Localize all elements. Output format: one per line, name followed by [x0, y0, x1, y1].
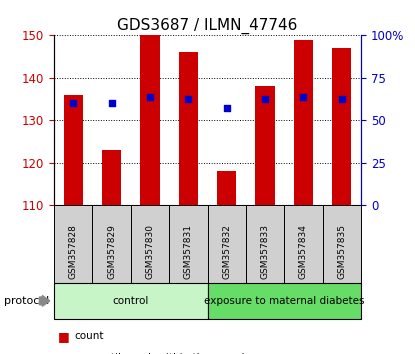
Point [300, 94, 307, 100]
Point [185, 96, 192, 102]
Text: exposure to maternal diabetes: exposure to maternal diabetes [204, 296, 364, 306]
Point [262, 96, 269, 102]
Text: ■: ■ [58, 351, 70, 354]
Point [223, 105, 230, 110]
Bar [256, 86, 275, 205]
Point [339, 96, 345, 102]
Bar [93, 205, 131, 283]
Bar [169, 205, 208, 283]
Point [70, 101, 76, 106]
Text: GSM357833: GSM357833 [261, 224, 270, 279]
Bar [217, 171, 236, 205]
Bar [63, 95, 83, 205]
Text: protocol: protocol [4, 296, 49, 306]
Bar [294, 40, 313, 205]
Bar [208, 283, 361, 319]
Bar [102, 150, 121, 205]
Bar [179, 52, 198, 205]
Bar [332, 48, 352, 205]
Bar [54, 205, 92, 283]
Bar [131, 205, 169, 283]
Bar [323, 205, 361, 283]
Bar [246, 205, 284, 283]
Text: GSM357829: GSM357829 [107, 224, 116, 279]
Text: GSM357832: GSM357832 [222, 224, 231, 279]
Text: GSM357835: GSM357835 [337, 224, 347, 279]
Bar [284, 205, 323, 283]
Bar [208, 205, 246, 283]
Bar [54, 283, 208, 319]
Text: GSM357834: GSM357834 [299, 224, 308, 279]
Text: control: control [112, 296, 149, 306]
Text: count: count [75, 331, 104, 341]
Point [146, 94, 153, 100]
Text: percentile rank within the sample: percentile rank within the sample [75, 353, 251, 354]
Title: GDS3687 / ILMN_47746: GDS3687 / ILMN_47746 [117, 18, 298, 34]
Text: GSM357831: GSM357831 [184, 224, 193, 279]
Point [108, 101, 115, 106]
Text: GSM357828: GSM357828 [68, 224, 78, 279]
Bar [140, 35, 159, 205]
Text: GSM357830: GSM357830 [145, 224, 154, 279]
Text: ■: ■ [58, 330, 70, 343]
